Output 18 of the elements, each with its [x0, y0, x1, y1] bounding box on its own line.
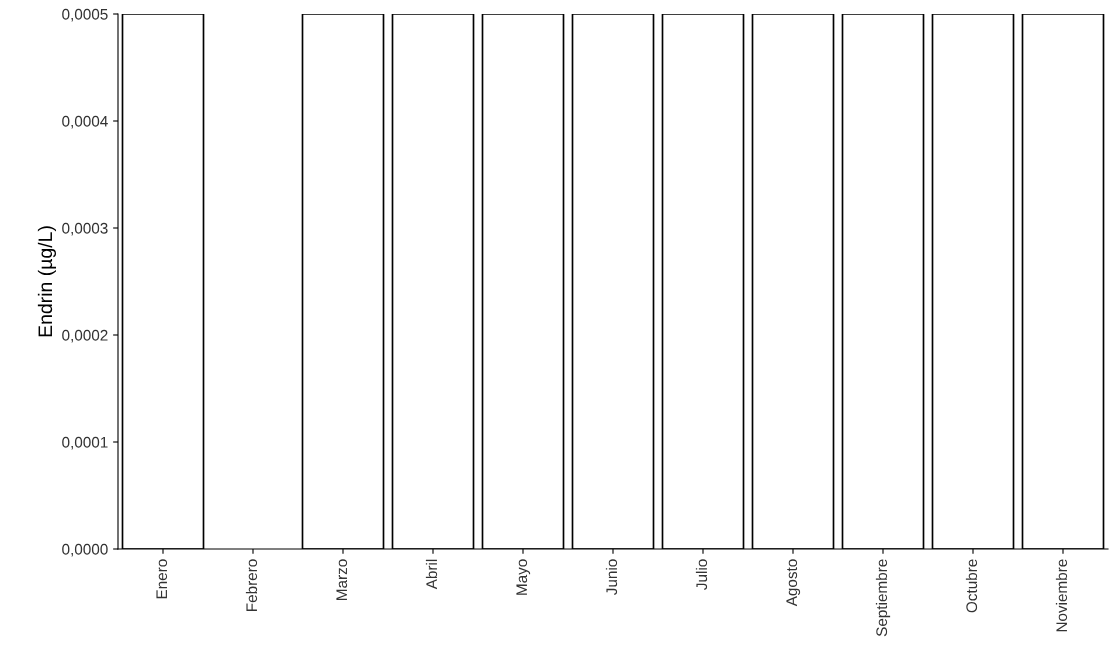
x-tick-label: Noviembre: [1055, 559, 1068, 632]
x-tick-label: Abril: [425, 559, 438, 590]
x-tick-label: Junio: [605, 559, 618, 595]
y-axis-title: Endrin (µg/L): [37, 226, 56, 337]
x-tick-label: Agosto: [786, 559, 801, 607]
x-tick-label: Mayo: [516, 559, 531, 595]
x-tick-label: Febrero: [245, 559, 258, 611]
y-tick-label: 0,0002: [62, 329, 108, 343]
x-tick-label: Octubre: [965, 559, 978, 613]
x-tick-label: Marzo: [336, 559, 348, 600]
y-tick-label: 0,0003: [62, 222, 108, 236]
y-tick-label: 0,0004: [62, 115, 108, 129]
x-tick-label: Enero: [156, 559, 168, 599]
y-tick-label: 0,0001: [62, 436, 108, 450]
y-tick-label: 0,0005: [62, 8, 108, 22]
x-tick-label: Septiembre: [875, 559, 891, 637]
y-tick-label: 0,0000: [62, 543, 108, 557]
x-tick-label: Julio: [695, 559, 708, 590]
